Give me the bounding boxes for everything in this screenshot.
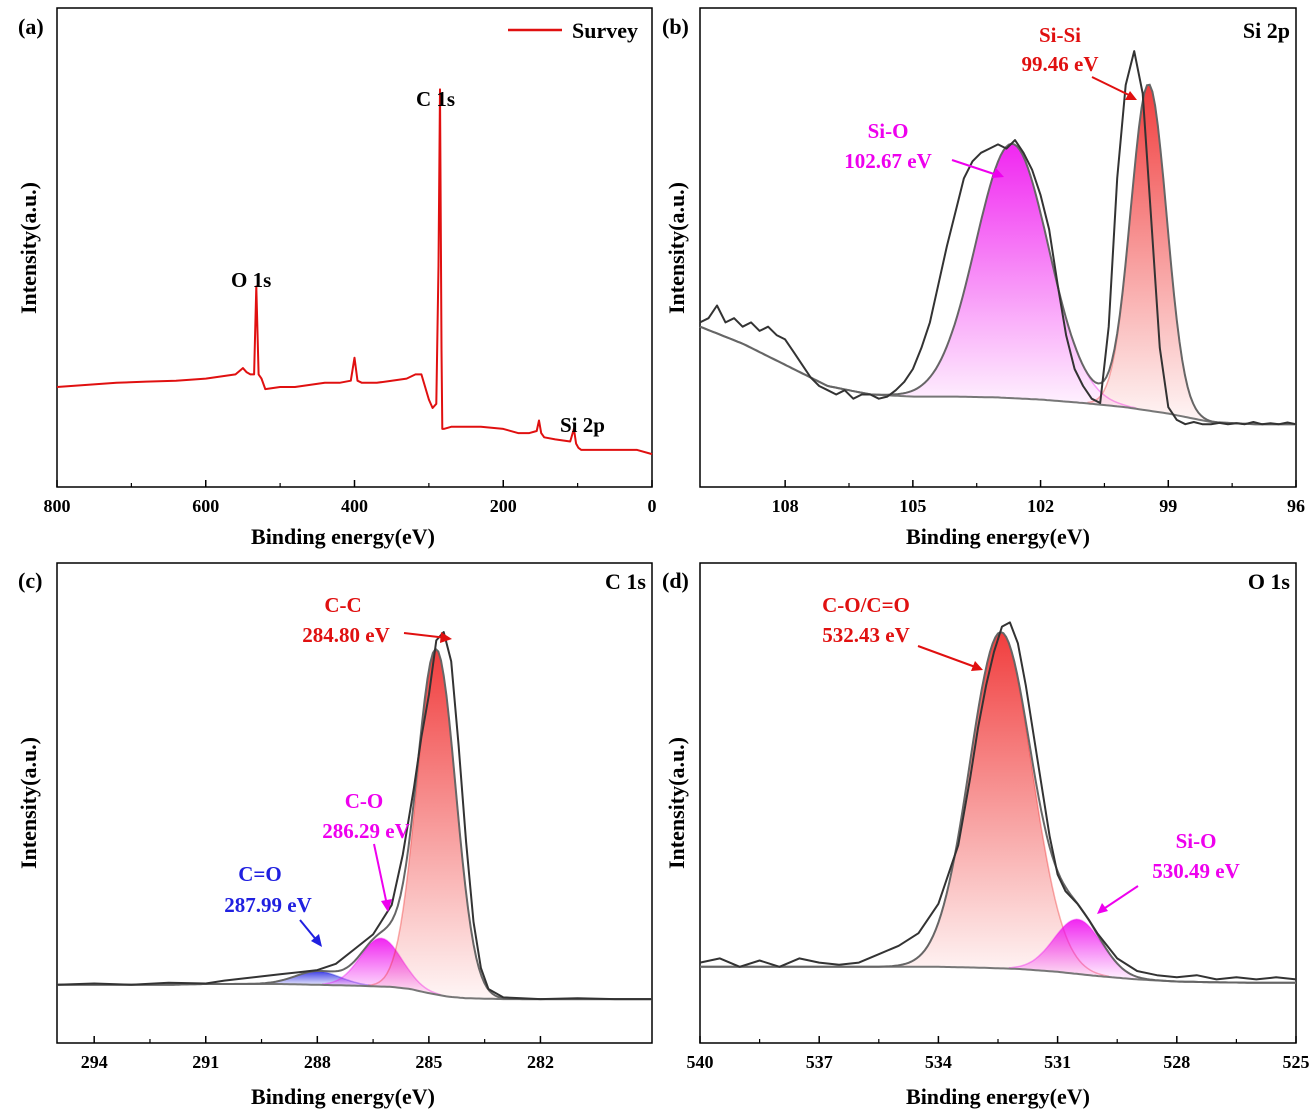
x-tick-label: 540 — [687, 1052, 714, 1072]
arrow-head-si-si — [1125, 91, 1137, 100]
panel-a: (a) Survey O 1s C 1s Si 2p 800 600 400 200 0… — [16, 7, 657, 549]
panel-a-plot-area — [56, 88, 653, 456]
x-tick-label: 282 — [527, 1052, 554, 1072]
panel-b-frame — [699, 7, 1297, 488]
raw-data-line — [699, 621, 1297, 981]
panel-d-x-axis-title: Binding energy(eV) — [906, 1084, 1090, 1109]
peak-label-c-o-energy: 286.29 eV — [322, 819, 410, 843]
panel-c-corner-label: C 1s — [605, 569, 646, 594]
x-tick-label: 294 — [81, 1052, 108, 1072]
peak-label-c-o-c-eq-o-name: C-O/C=O — [822, 593, 910, 617]
peak-label-si-o-d-energy: 530.49 eV — [1152, 859, 1240, 883]
peak-label-c-o-c-eq-o-energy: 532.43 eV — [822, 623, 910, 647]
x-tick-label: 96 — [1287, 496, 1305, 516]
peak-label-c-eq-o-name: C=O — [238, 862, 281, 886]
x-tick-label: 800 — [44, 496, 71, 516]
arrow-c-o-c-eq-o — [917, 645, 979, 669]
panel-d-y-axis-title: Intensity(a.u.) — [664, 737, 689, 869]
peak-label-si-o-d-name: Si-O — [1176, 829, 1217, 853]
panel-a-x-axis-title: Binding energy(eV) — [251, 524, 435, 549]
panel-c-y-axis-title: Intensity(a.u.) — [16, 737, 41, 869]
arrow-si-o — [951, 159, 1001, 177]
x-tick-label: 288 — [304, 1052, 331, 1072]
panel-d-x-ticks: 540 537 534 531 528 525 — [687, 1036, 1310, 1072]
x-tick-label: 285 — [415, 1052, 442, 1072]
fill-component-si-o — [1008, 919, 1147, 980]
panel-d-label: (d) — [662, 568, 689, 593]
arrow-si-o-d — [1101, 885, 1139, 911]
x-tick-label: 105 — [899, 496, 926, 516]
panel-c: (c) C 1s C-C 284.80 eV C-O 286.29 eV C=O… — [16, 562, 653, 1109]
legend-label-survey: Survey — [572, 18, 638, 43]
panel-c-plot-area — [56, 631, 652, 1001]
arrow-head-c-c — [440, 632, 452, 643]
background-line — [700, 965, 1296, 984]
panel-b-x-axis-title: Binding energy(eV) — [906, 524, 1090, 549]
peak-label-c-o-name: C-O — [345, 789, 384, 813]
panel-b-plot-area — [699, 50, 1297, 426]
panel-b-y-axis-title: Intensity(a.u.) — [664, 182, 689, 314]
peak-label-c-c-energy: 284.80 eV — [302, 623, 390, 647]
panel-b-label: (b) — [662, 14, 689, 39]
x-tick-label: 534 — [925, 1052, 952, 1072]
raw-data-line — [56, 631, 652, 1001]
x-tick-label: 537 — [806, 1052, 833, 1072]
arrow-head-si-o — [992, 168, 1004, 178]
fill-component-c-o-c-o — [892, 632, 1110, 977]
panel-b-corner-label: Si 2p — [1243, 18, 1290, 43]
peak-label-si-si-energy: 99.46 eV — [1022, 52, 1099, 76]
panel-a-y-axis-title: Intensity(a.u.) — [16, 182, 41, 314]
x-tick-label: 531 — [1044, 1052, 1071, 1072]
arrow-si-si — [1091, 76, 1134, 98]
fit-envelope-line — [700, 631, 1296, 984]
peak-label-si2p: Si 2p — [560, 413, 605, 437]
x-tick-label: 291 — [192, 1052, 219, 1072]
peak-label-o1s: O 1s — [231, 268, 271, 292]
arrow-head-c-o — [381, 899, 392, 912]
fit-envelope-line — [699, 83, 1296, 426]
arrow-c-o — [373, 843, 388, 906]
panel-c-x-axis-title: Binding energy(eV) — [251, 1084, 435, 1109]
background-line — [57, 983, 652, 1001]
x-tick-label: 200 — [490, 496, 517, 516]
panel-c-label: (c) — [18, 568, 42, 593]
panel-d-plot-area — [699, 621, 1297, 984]
peak-label-c1s: C 1s — [416, 87, 455, 111]
x-tick-label: 102 — [1027, 496, 1054, 516]
panel-d: (d) O 1s C-O/C=O 532.43 eV Si-O 530.49 e… — [662, 562, 1310, 1109]
arrow-head-si-o-d — [1097, 903, 1108, 914]
x-tick-label: 0 — [648, 496, 657, 516]
fill-component-si-si — [1087, 84, 1210, 422]
raw-data-line — [699, 50, 1297, 426]
fill-component-si-o — [886, 143, 1137, 409]
peak-label-c-c-name: C-C — [324, 593, 361, 617]
peak-label-si-si-name: Si-Si — [1039, 23, 1081, 47]
peak-label-si-o-name: Si-O — [868, 119, 909, 143]
x-tick-label: 400 — [341, 496, 368, 516]
x-tick-label: 600 — [192, 496, 219, 516]
panel-a-x-ticks: 800 600 400 200 0 — [44, 480, 657, 516]
series-line-survey — [56, 88, 653, 456]
x-tick-label: 108 — [772, 496, 799, 516]
panel-c-frame — [56, 562, 653, 1044]
peak-label-c-eq-o-energy: 287.99 eV — [224, 893, 312, 917]
x-tick-label: 99 — [1159, 496, 1177, 516]
panel-a-label: (a) — [18, 14, 44, 39]
fill-component-c-c — [368, 650, 504, 1000]
arrow-head-c-eq-o — [311, 934, 322, 947]
arrow-c-c — [403, 632, 448, 639]
x-tick-label: 525 — [1283, 1052, 1310, 1072]
arrow-head-c-o-c-eq-o — [971, 661, 983, 671]
peak-label-si-o-energy: 102.67 eV — [844, 149, 932, 173]
panel-b: (b) Si 2p Si-O 102.67 eV Si-Si 99.46 eV … — [662, 7, 1305, 549]
panel-c-x-ticks: 294 291 288 285 282 — [81, 1036, 554, 1072]
panel-d-corner-label: O 1s — [1248, 569, 1291, 594]
x-tick-label: 528 — [1163, 1052, 1190, 1072]
panel-b-x-ticks: 108 105 102 99 96 — [772, 480, 1305, 516]
